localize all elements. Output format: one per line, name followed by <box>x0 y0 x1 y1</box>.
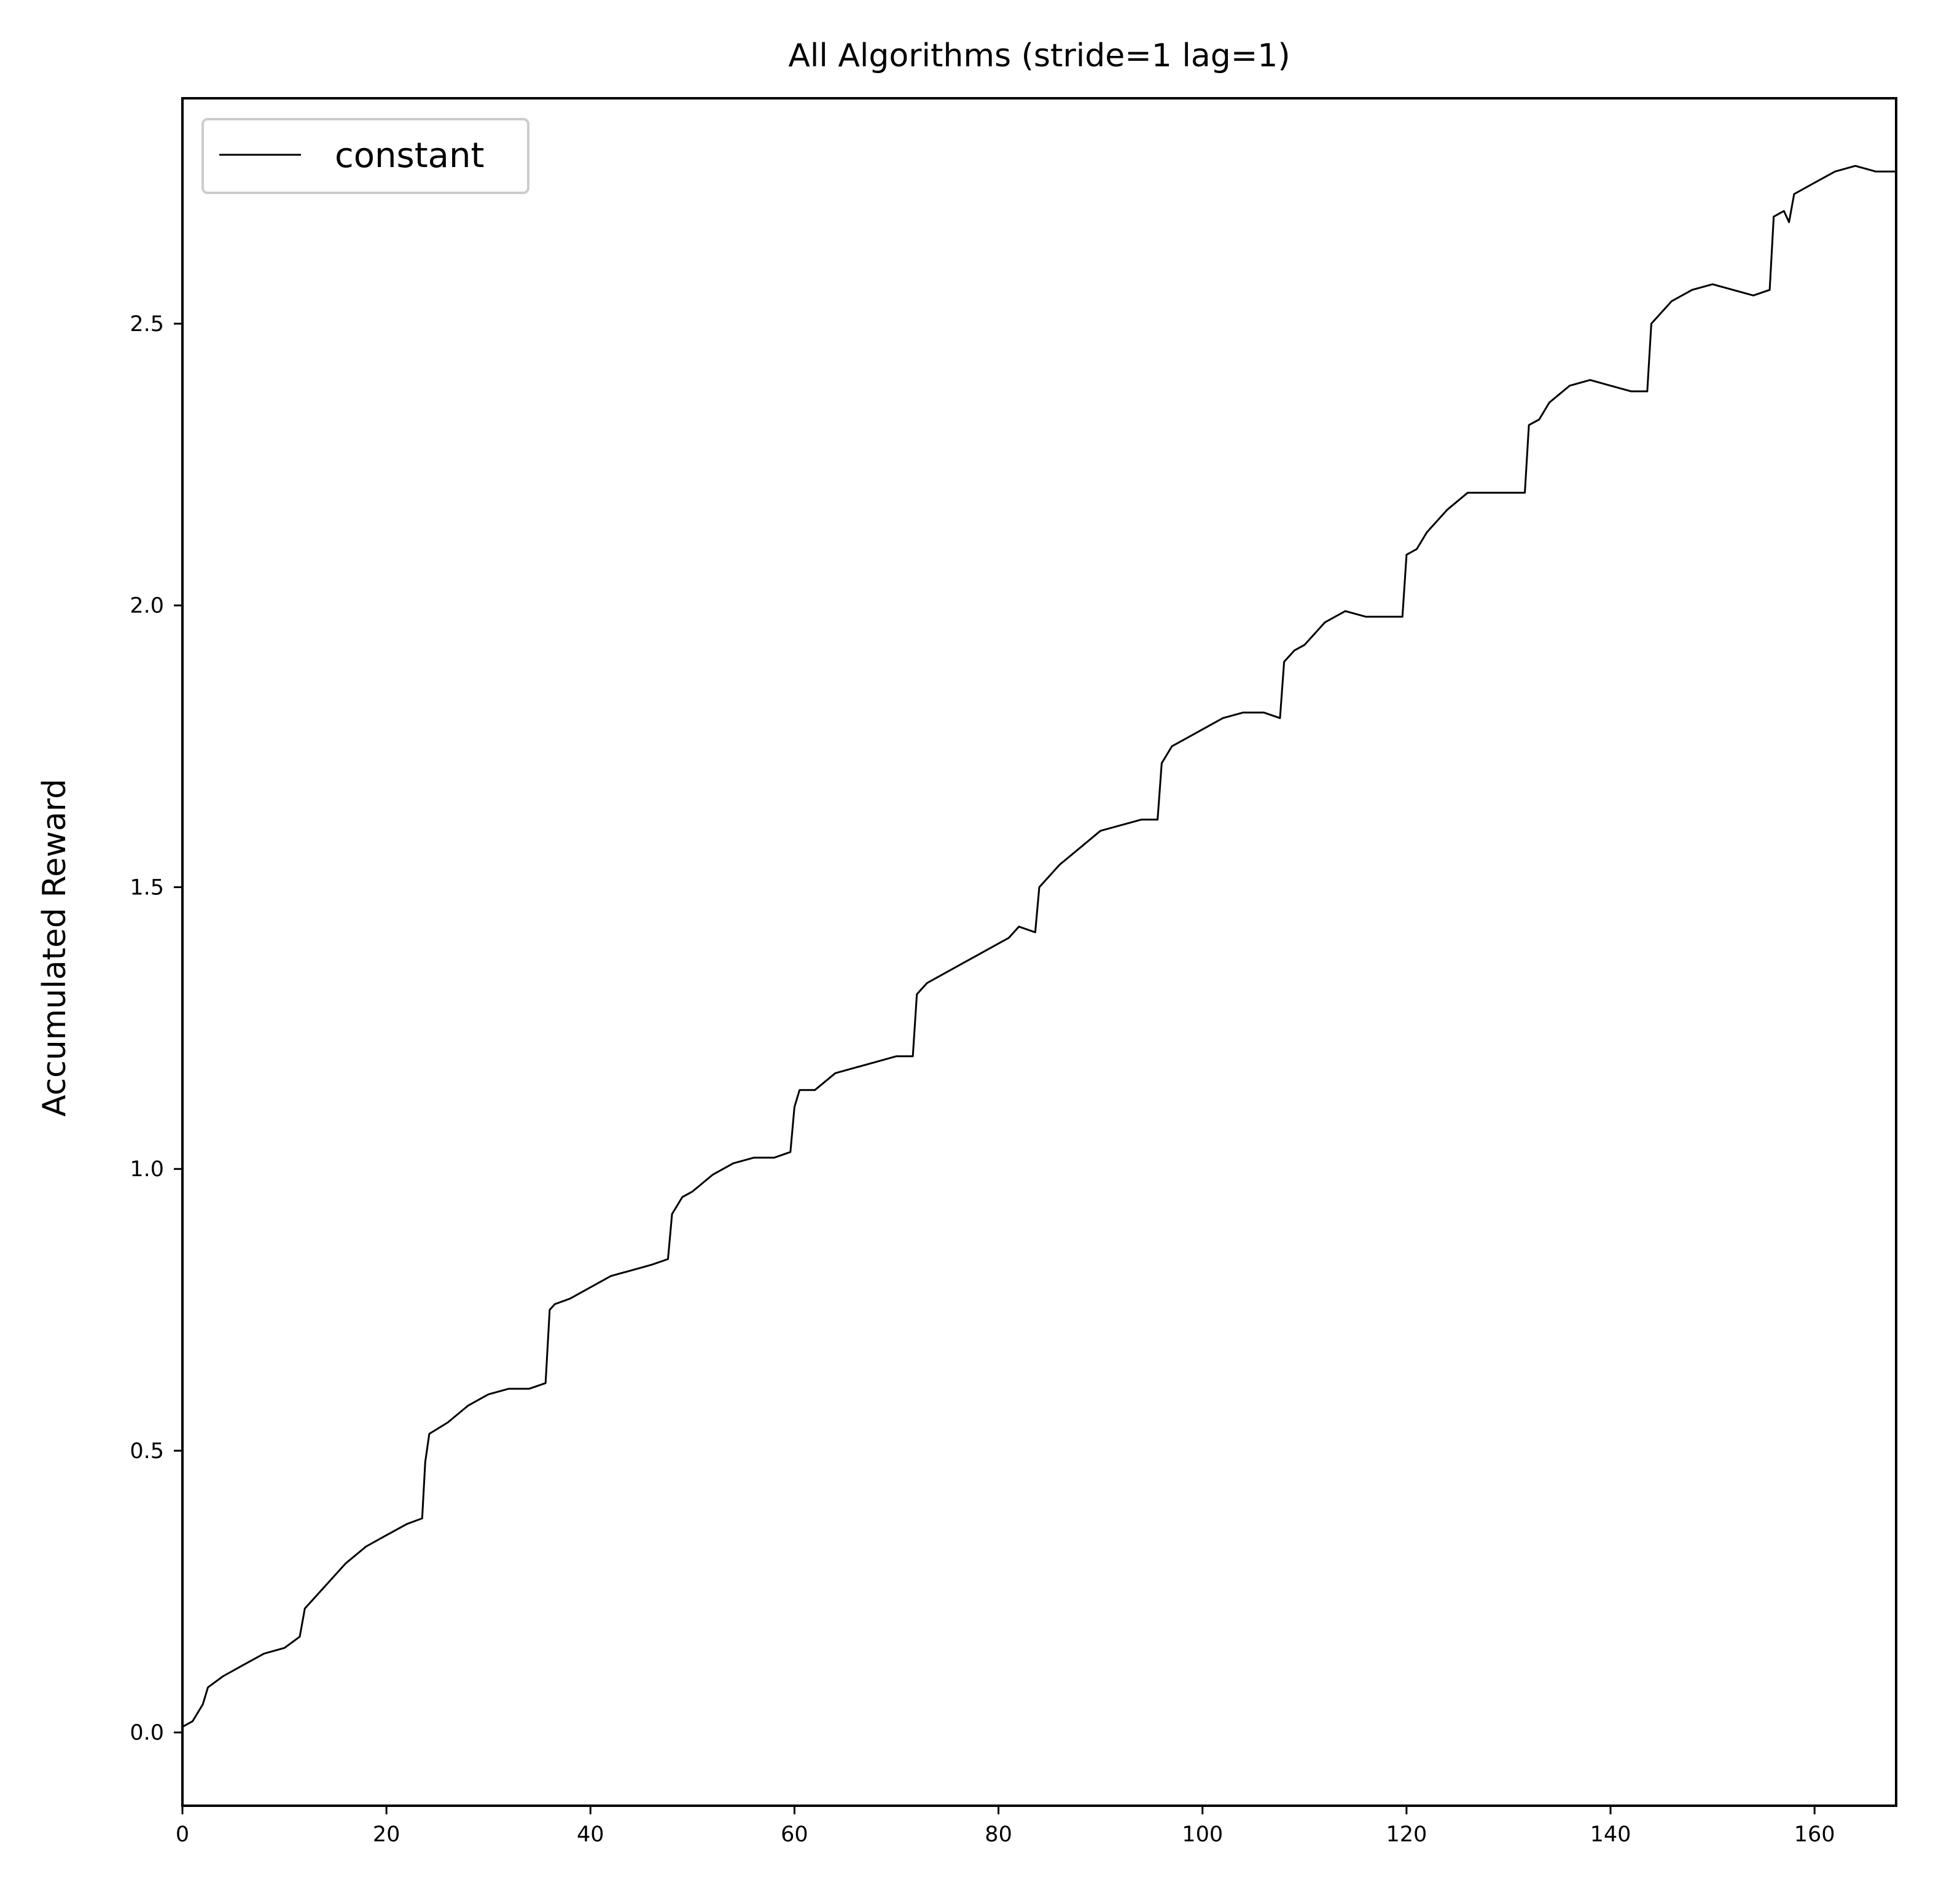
plot-area <box>182 165 1897 1733</box>
x-tick-label: 160 <box>1794 1822 1835 1847</box>
y-tick-label: 0.5 <box>130 1439 164 1464</box>
y-tick-label: 2.0 <box>130 594 164 618</box>
x-axis-ticks: 0 20 40 60 80 100 120 140 160 <box>176 1806 1835 1847</box>
series-line-constant <box>182 165 1897 1733</box>
y-tick-label: 1.5 <box>130 875 164 900</box>
x-tick-label: 60 <box>781 1822 808 1847</box>
x-tick-label: 100 <box>1182 1822 1223 1847</box>
x-tick-label: 120 <box>1386 1822 1427 1847</box>
plot-frame <box>181 97 1897 1807</box>
x-tick-label: 140 <box>1590 1822 1631 1847</box>
legend-label-constant: constant <box>335 136 484 176</box>
legend: constant <box>201 118 529 194</box>
y-axis-label: Accumulated Reward <box>36 779 73 1117</box>
x-tick-label: 20 <box>373 1822 400 1847</box>
y-tick-label: 0.0 <box>130 1721 164 1746</box>
x-tick-label: 0 <box>176 1822 189 1847</box>
x-tick-label: 80 <box>985 1822 1012 1847</box>
chart-title: All Algorithms (stride=1 lag=1) <box>788 37 1290 74</box>
y-axis-ticks: 0.0 0.5 1.0 1.5 2.0 2.5 <box>130 312 182 1746</box>
legend-box <box>201 118 529 194</box>
x-tick-label: 40 <box>577 1822 604 1847</box>
y-tick-label: 2.5 <box>130 312 164 337</box>
y-tick-label: 1.0 <box>130 1157 164 1182</box>
